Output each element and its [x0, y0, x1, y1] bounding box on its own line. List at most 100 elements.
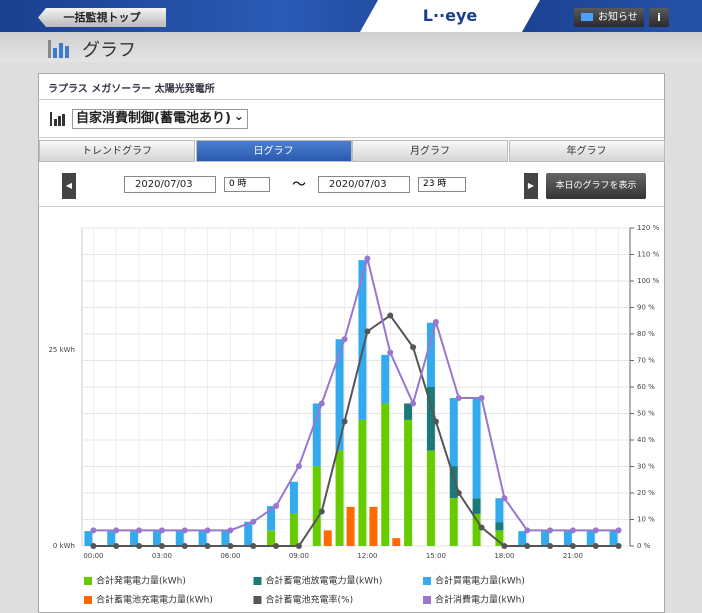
bar — [358, 260, 367, 420]
point — [524, 543, 531, 549]
point — [113, 543, 120, 549]
point — [204, 543, 211, 549]
point — [387, 349, 394, 356]
point — [90, 543, 97, 549]
x-tick-label: 12:00 — [357, 552, 377, 560]
chart: 0 % 10 % 20 % 30 % 40 % 50 % 60 % 70 % 80 % 90 % 1… — [48, 224, 660, 606]
bar — [495, 522, 504, 531]
chart-icon — [48, 40, 69, 58]
bar — [335, 339, 344, 451]
point — [341, 418, 348, 425]
legend-swatch — [253, 577, 262, 585]
y2-tick-label: 60 % — [637, 383, 655, 391]
point — [478, 524, 485, 531]
bar — [312, 466, 321, 546]
y2-tick-label: 20 % — [637, 489, 655, 497]
bar — [381, 403, 390, 546]
page-title: グラフ — [82, 40, 136, 61]
bar — [312, 403, 321, 467]
point — [158, 543, 165, 549]
bar — [449, 466, 458, 499]
today-button[interactable]: 本日のグラフを表示 — [546, 173, 646, 199]
tab[interactable]: 月グラフ — [352, 140, 508, 162]
point — [455, 490, 462, 496]
back-button[interactable]: 一括監視トップ — [38, 8, 166, 27]
y2-tick-label: 10 % — [637, 516, 655, 524]
start-hour[interactable]: 0 時 — [224, 177, 270, 192]
legend-label: 合計買電電力量(kWh) — [435, 575, 525, 587]
y2-tick-label: 120 % — [637, 224, 660, 232]
point — [364, 255, 371, 262]
bar — [369, 506, 378, 546]
legend-swatch — [84, 577, 92, 585]
bar — [130, 531, 139, 546]
bar — [346, 506, 355, 546]
tab[interactable]: トレンドグラフ — [39, 140, 195, 162]
end-hour[interactable]: 23 時 — [418, 177, 466, 192]
bar — [495, 530, 504, 546]
bar — [335, 450, 344, 546]
point — [136, 527, 143, 534]
bar — [323, 530, 332, 546]
title-bar — [0, 32, 702, 62]
y2-tick-label: 40 % — [637, 436, 655, 444]
y-tick-label: 25 kWh — [48, 346, 75, 354]
point — [501, 495, 508, 502]
bar — [449, 397, 458, 467]
start-date[interactable]: 2020/07/03 — [124, 176, 216, 193]
bar — [586, 531, 595, 546]
point — [547, 527, 554, 534]
tab[interactable]: 年グラフ — [508, 140, 665, 162]
tab[interactable]: 日グラフ — [195, 140, 352, 162]
prev-button[interactable]: ◀ — [62, 173, 76, 199]
bar — [358, 419, 367, 546]
bar — [495, 498, 504, 523]
x-tick-label: 15:00 — [426, 552, 446, 560]
legend-label: 合計蓄電池充電電力量(kWh) — [96, 594, 213, 606]
point — [410, 400, 417, 407]
point — [318, 508, 325, 515]
y2-tick-label: 50 % — [637, 410, 655, 418]
select-icon — [50, 112, 65, 126]
notice-button[interactable]: お知らせ — [574, 8, 644, 27]
x-tick-label: 06:00 — [220, 552, 240, 560]
point — [410, 344, 417, 351]
control-select[interactable]: 自家消費制御(蓄電池あり) — [72, 107, 248, 129]
legend-swatch — [84, 596, 92, 604]
logo-background — [360, 0, 540, 32]
bar — [267, 530, 276, 546]
bar — [518, 531, 527, 546]
point — [615, 527, 622, 534]
bar — [472, 513, 481, 546]
bar — [198, 531, 207, 546]
bar — [426, 322, 435, 387]
bar — [289, 481, 298, 514]
x-tick-label: 18:00 — [494, 552, 514, 560]
point — [295, 463, 302, 470]
y2-tick-label: 110 % — [637, 251, 660, 259]
point — [273, 543, 280, 549]
bar — [472, 498, 481, 514]
bar — [381, 354, 390, 404]
separator: 〜 — [292, 177, 306, 193]
end-date[interactable]: 2020/07/03 — [318, 176, 410, 193]
point — [547, 543, 554, 549]
point — [387, 312, 394, 319]
next-button[interactable]: ▶ — [524, 173, 538, 199]
point — [136, 543, 143, 549]
bar — [426, 450, 435, 546]
point — [250, 543, 257, 549]
bar — [472, 397, 481, 499]
point — [364, 328, 371, 335]
info-button[interactable]: i — [649, 8, 669, 27]
point — [432, 418, 439, 425]
bar — [426, 387, 435, 451]
bar — [221, 531, 230, 546]
point — [615, 543, 622, 549]
divider — [39, 99, 664, 100]
legend-swatch — [253, 596, 262, 604]
y2-tick-label: 90 % — [637, 304, 655, 312]
x-tick-label: 03:00 — [152, 552, 172, 560]
point — [295, 543, 302, 549]
legend-label: 合計消費電力量(kWh) — [435, 594, 525, 606]
